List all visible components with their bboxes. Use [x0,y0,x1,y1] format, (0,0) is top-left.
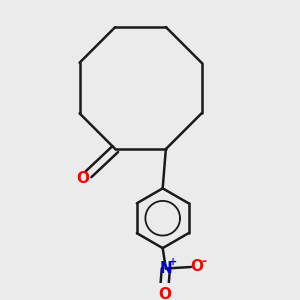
Text: +: + [169,256,177,267]
Text: -: - [202,255,207,268]
Text: O: O [190,260,203,274]
Text: O: O [76,171,89,186]
Text: N: N [160,261,172,276]
Text: O: O [158,287,171,300]
